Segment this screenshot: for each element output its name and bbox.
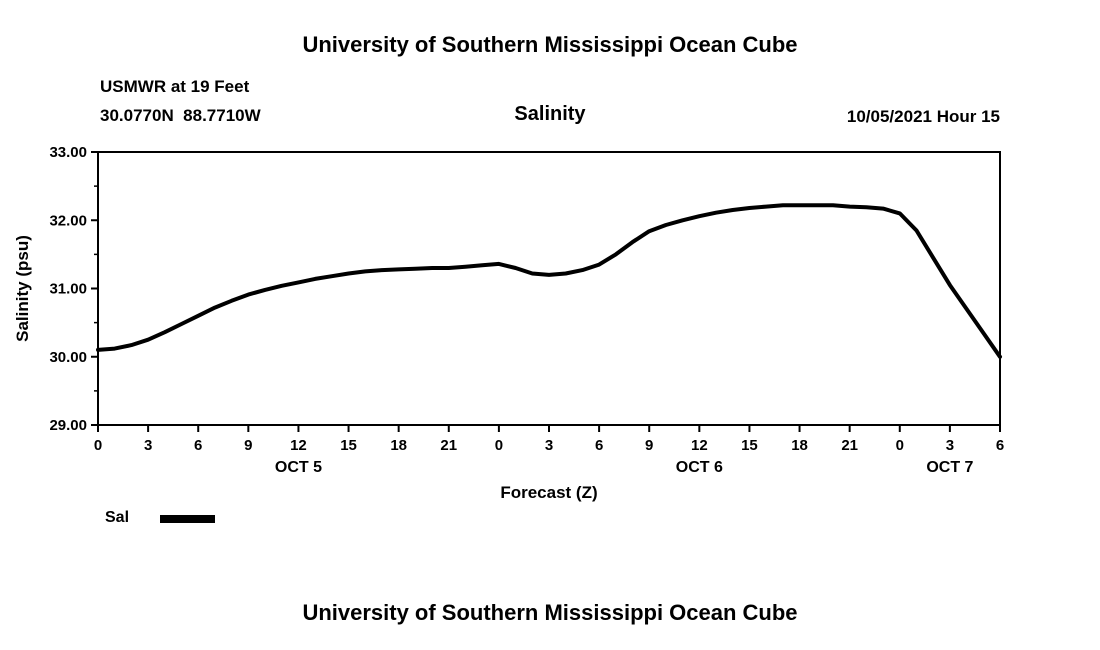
x-tick-label: 0 [94, 437, 102, 454]
page-title: University of Southern Mississippi Ocean… [302, 32, 798, 57]
x-tick-label: 6 [194, 437, 202, 454]
legend-label: Sal [105, 509, 130, 526]
date-label: OCT 5 [275, 459, 322, 476]
x-axis-label: Forecast (Z) [500, 483, 597, 502]
x-tick-label: 15 [340, 437, 357, 454]
x-tick-label: 3 [144, 437, 152, 454]
x-tick-label: 12 [691, 437, 708, 454]
plot-border [97, 151, 1001, 426]
station-label: USMWR at 19 Feet [100, 77, 250, 96]
x-tick-label: 15 [741, 437, 758, 454]
y-tick-label: 29.00 [49, 417, 87, 434]
x-tick-label: 0 [896, 437, 904, 454]
x-tick-label: 12 [290, 437, 307, 454]
date-label: OCT 7 [926, 459, 973, 476]
x-tick-label: 9 [645, 437, 653, 454]
y-axis-label: Salinity (psu) [13, 235, 32, 342]
footer-title: University of Southern Mississippi Ocean… [302, 600, 798, 625]
date-label: OCT 6 [676, 459, 723, 476]
x-tick-label: 21 [841, 437, 858, 454]
x-tick-label: 3 [946, 437, 954, 454]
y-tick-label: 31.00 [49, 281, 87, 298]
x-tick-label: 6 [595, 437, 603, 454]
y-tick-label: 32.00 [49, 212, 87, 229]
y-tick-label: 33.00 [49, 144, 87, 161]
series-line-sal [96, 203, 1002, 359]
timestamp-label: 10/05/2021 Hour 15 [846, 107, 1000, 126]
x-tick-label: 18 [791, 437, 808, 454]
x-tick-label: 9 [244, 437, 252, 454]
x-tick-label: 21 [440, 437, 457, 454]
x-tick-label: 0 [495, 437, 503, 454]
x-tick-label: 3 [545, 437, 553, 454]
chart-title: Salinity [514, 103, 586, 125]
x-tick-label: 18 [390, 437, 407, 454]
coordinates-label: 30.0770N 88.7710W [100, 106, 261, 125]
x-tick-label: 6 [996, 437, 1004, 454]
y-tick-label: 30.00 [49, 349, 87, 366]
legend-line-swatch [160, 515, 215, 523]
